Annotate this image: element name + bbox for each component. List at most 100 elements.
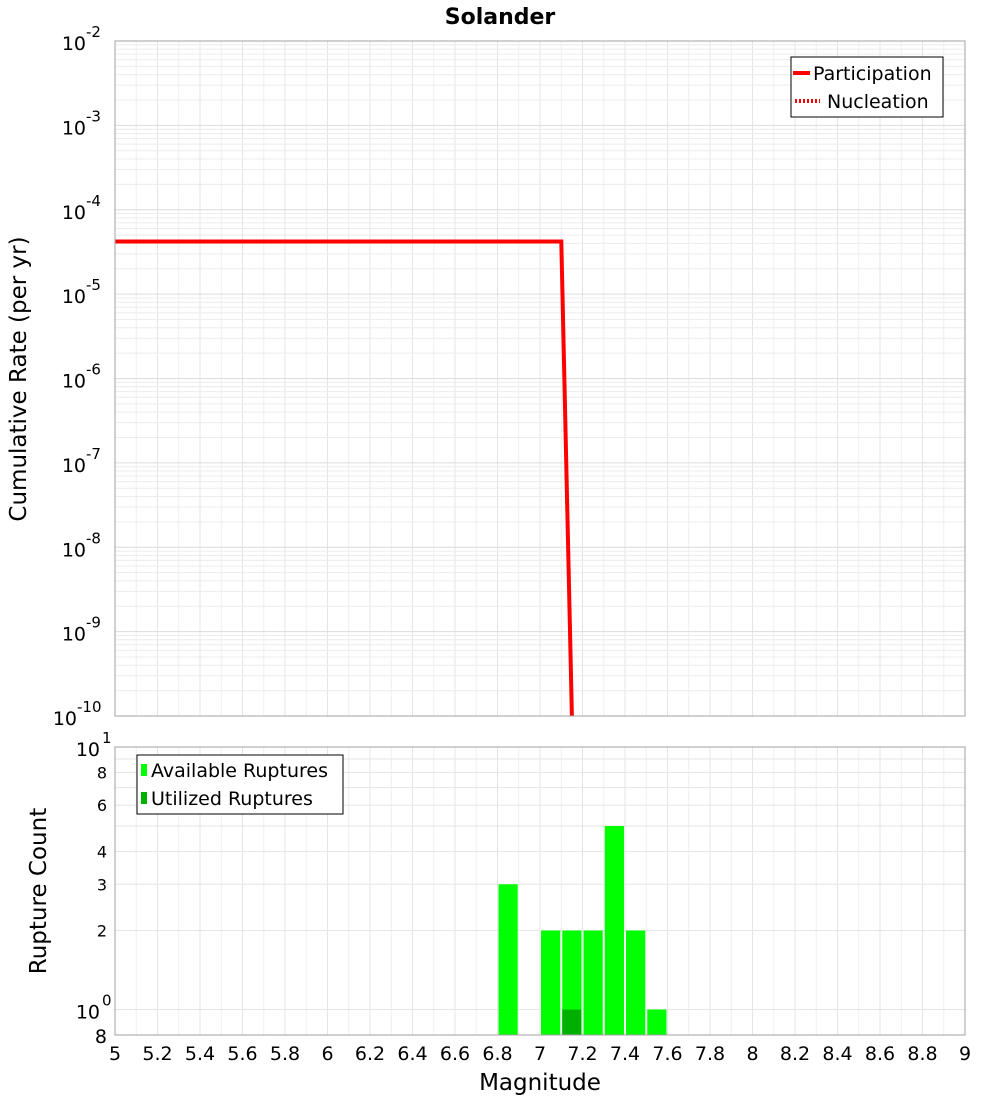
legend-nucleation-label: Nucleation	[827, 91, 929, 113]
svg-text:4: 4	[97, 842, 107, 861]
top-y-tick-label: 10-10	[53, 698, 102, 730]
top-y-tick-label: 10-4	[62, 192, 101, 224]
top-y-tick-label: 10-9	[62, 614, 101, 646]
svg-text:10: 10	[62, 455, 86, 477]
x-tick-label: 7.8	[695, 1043, 725, 1065]
svg-text:6: 6	[97, 796, 107, 815]
bottom-y-tick-label: 8	[95, 1026, 107, 1048]
svg-text:-3: -3	[86, 107, 101, 125]
top-y-axis-label: Cumulative Rate (per yr)	[6, 236, 32, 521]
svg-text:-8: -8	[86, 529, 101, 547]
available-rupture-bar	[498, 884, 518, 1035]
x-tick-label: 5.8	[270, 1043, 300, 1065]
x-tick-label: 6.2	[355, 1043, 385, 1065]
x-tick-label: 7.4	[610, 1043, 640, 1065]
svg-text:10: 10	[62, 371, 86, 393]
bottom-y-tick-label: 6	[97, 796, 107, 815]
x-tick-labels: 5 5.2 5.4 5.6 5.8 6 6.2 6.4 6.6 6.8 7 7.2 7.4 7.6 7.8 8…	[109, 1043, 971, 1065]
svg-text:10: 10	[76, 739, 100, 761]
available-rupture-bar	[583, 930, 603, 1035]
svg-text:3: 3	[97, 875, 107, 894]
svg-text:8: 8	[95, 1026, 107, 1048]
bottom-y-axis-label: Rupture Count	[26, 808, 52, 974]
series-line-nucleation	[115, 240, 574, 717]
bottom-legend: Available Ruptures Utilized Ruptures	[136, 754, 344, 815]
x-tick-label: 6.8	[482, 1043, 512, 1065]
utilized-rupture-bar	[562, 1009, 582, 1035]
bottom-y-tick-label: 3	[97, 875, 107, 894]
top-series	[115, 239, 574, 717]
svg-text:10: 10	[62, 539, 86, 561]
bottom-y-tick-label: 4	[97, 842, 107, 861]
top-y-tick-label: 10-8	[62, 529, 101, 561]
svg-text:-9: -9	[86, 614, 101, 632]
x-tick-label: 5	[109, 1043, 121, 1065]
x-axis-label: Magnitude	[479, 1070, 601, 1096]
legend-utilized-label: Utilized Ruptures	[151, 788, 313, 810]
bottom-bars	[498, 826, 667, 1035]
top-grid	[114, 41, 966, 717]
x-tick-label: 7	[534, 1043, 546, 1065]
x-tick-label: 8.2	[780, 1043, 810, 1065]
x-tick-label: 8.8	[907, 1043, 937, 1065]
svg-text:-4: -4	[86, 192, 101, 210]
top-legend-box	[790, 56, 944, 118]
x-tick-label: 8.6	[865, 1043, 895, 1065]
x-tick-label: 6	[321, 1043, 333, 1065]
svg-text:10: 10	[62, 33, 86, 55]
svg-text:1: 1	[102, 729, 112, 747]
bottom-legend-box	[136, 754, 344, 815]
svg-text:-10: -10	[77, 698, 102, 716]
top-y-tick-label: 10-3	[62, 107, 101, 139]
available-rupture-bar	[647, 1009, 667, 1035]
bottom-grid	[114, 747, 966, 1035]
svg-text:10: 10	[76, 1002, 100, 1024]
x-tick-label: 6.4	[397, 1043, 427, 1065]
bottom-y-tick-label: 100	[76, 992, 112, 1024]
top-y-tick-label: 10-6	[62, 361, 101, 393]
bottom-y-tick-label: 2	[97, 922, 107, 941]
legend-available-label: Available Ruptures	[151, 760, 328, 782]
top-y-tick-label: 10-5	[62, 276, 101, 308]
top-legend: Participation Nucleation	[790, 56, 944, 118]
svg-text:10: 10	[62, 286, 86, 308]
svg-text:-5: -5	[86, 276, 101, 294]
bottom-y-tick-label: 8	[97, 763, 107, 782]
legend-available-swatch	[141, 764, 147, 776]
svg-text:8: 8	[97, 763, 107, 782]
svg-text:10: 10	[62, 202, 86, 224]
x-tick-label: 5.2	[142, 1043, 172, 1065]
legend-participation-label: Participation	[813, 63, 932, 85]
x-tick-label: 9	[959, 1043, 971, 1065]
svg-text:10: 10	[62, 624, 86, 646]
x-tick-label: 8	[746, 1043, 758, 1065]
available-rupture-bar	[562, 930, 582, 1035]
top-y-tick-label: 10-7	[62, 445, 101, 477]
x-tick-label: 6.6	[440, 1043, 470, 1065]
svg-text:0: 0	[102, 992, 112, 1010]
bottom-y-tick-label: 101	[76, 729, 112, 761]
x-tick-label: 5.4	[185, 1043, 215, 1065]
available-rupture-bar	[604, 826, 624, 1035]
svg-text:-2: -2	[86, 23, 101, 41]
x-tick-label: 7.6	[652, 1043, 682, 1065]
top-y-tick-label: 10-2	[62, 23, 101, 55]
x-tick-label: 7.2	[567, 1043, 597, 1065]
svg-text:-7: -7	[86, 445, 101, 463]
available-rupture-bar	[626, 930, 646, 1035]
top-plot-frame	[114, 40, 966, 717]
chart-title: Solander	[445, 5, 556, 30]
legend-utilized-swatch	[141, 792, 147, 804]
bottom-plot-frame	[114, 746, 966, 1036]
svg-text:10: 10	[62, 117, 86, 139]
available-rupture-bar	[541, 930, 561, 1035]
svg-text:10: 10	[53, 708, 77, 730]
svg-text:2: 2	[97, 922, 107, 941]
svg-text:-6: -6	[86, 361, 101, 379]
x-tick-label: 5.6	[227, 1043, 257, 1065]
